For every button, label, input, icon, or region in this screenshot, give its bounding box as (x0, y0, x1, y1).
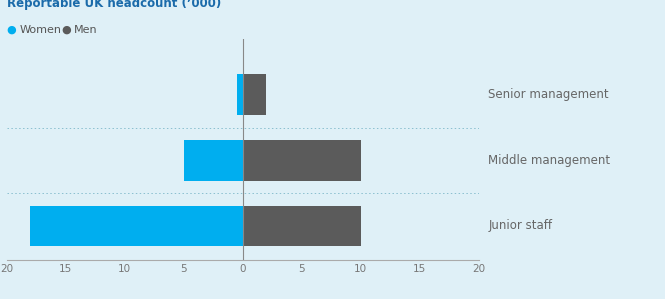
Text: Women: Women (20, 25, 62, 35)
Text: Men: Men (74, 25, 98, 35)
Text: ●: ● (7, 25, 17, 35)
Text: Reportable UK headcount (’000): Reportable UK headcount (’000) (7, 0, 221, 10)
Bar (243, 74, 266, 115)
Bar (237, 74, 243, 115)
Text: Junior staff: Junior staff (488, 219, 552, 233)
Text: ●: ● (61, 25, 70, 35)
Bar (243, 206, 360, 246)
Text: Middle management: Middle management (488, 154, 610, 167)
Text: Senior management: Senior management (488, 88, 609, 101)
Bar (184, 140, 243, 181)
Bar (243, 140, 360, 181)
Bar (30, 206, 243, 246)
